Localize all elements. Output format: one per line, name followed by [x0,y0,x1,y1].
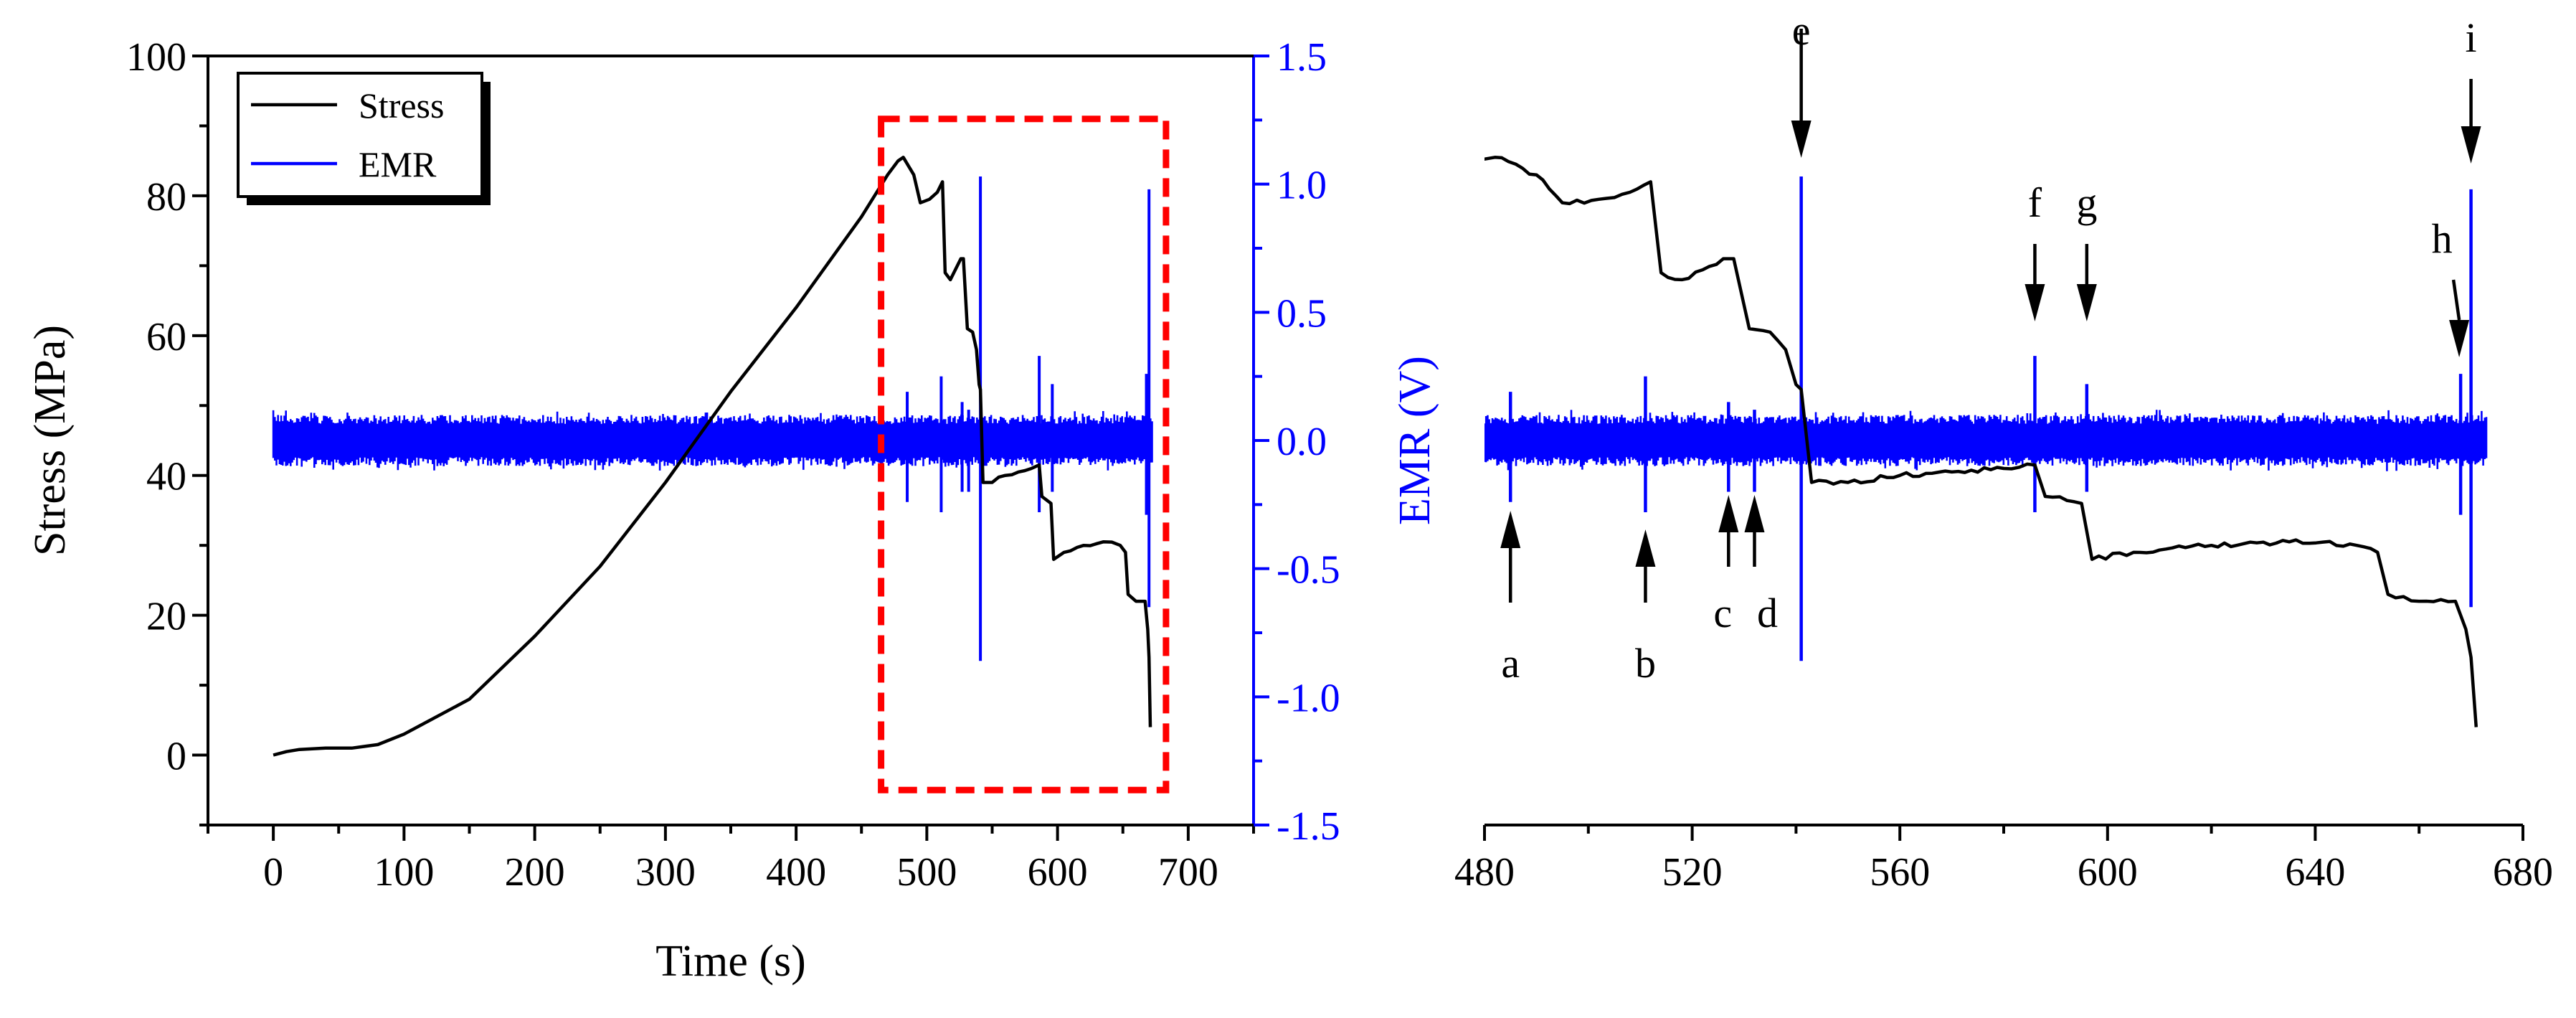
y2-tick-label: -1.0 [1277,676,1340,720]
x-tick-label: 520 [1662,850,1723,895]
event-marker-f: f [2025,179,2045,321]
event-arrow-head [1744,495,1765,532]
legend-box [237,72,483,198]
event-label: h [2432,215,2453,262]
event-arrow-head [1718,495,1739,532]
emr-noise-band [1484,410,2488,471]
x-axis-title: Time (s) [655,937,806,986]
stress-line [273,156,1152,757]
stress-series [273,156,1152,757]
event-marker-e: e [1791,7,1812,158]
y-tick-label: 60 [146,315,186,359]
y2-tick-label: 0.0 [1277,420,1327,464]
event-marker-d: d [1744,495,1778,636]
y-tick-label: 40 [146,455,186,499]
right-panel: 480 520 560 600 640 680 a b c d e f g h i [1454,7,2553,895]
x-tick-label: 560 [1870,850,1930,895]
x-tick-label: 700 [1158,850,1218,895]
event-arrow-head [1500,511,1521,548]
legend-emr-label: EMR [359,144,437,184]
event-label: i [2466,14,2477,61]
x-tick-label: 600 [1028,850,1088,895]
x-tick-label: 500 [896,850,957,895]
y2-tick-label: 0.5 [1277,291,1327,336]
left-panel: 0 100 200 300 400 500 600 700 0 20 40 60 80 100 1.5 1.0… [26,35,1439,986]
event-label: b [1635,640,1656,687]
event-marker-g: g [2076,179,2097,321]
y2-tick-label: -0.5 [1277,548,1340,593]
event-arrow-head [1635,529,1656,567]
event-arrow-head [1791,121,1812,158]
x-tick-label: 400 [766,850,826,895]
y2-axis-title: EMR (V) [1391,356,1439,525]
event-label: a [1501,640,1520,687]
legend: Stress EMR [237,72,491,205]
event-arrow-head [2461,126,2481,164]
event-arrow-shaft [2451,279,2461,321]
event-arrow-head [2449,320,2470,357]
event-arrow-head [2025,284,2045,321]
y-tick-label: 20 [146,595,186,639]
stress-line [1484,156,2478,727]
x-tick-label: 0 [263,850,283,895]
event-marker-h: h [2432,215,2470,357]
emr-noise-band [272,410,1153,471]
emr-series [272,176,1153,661]
y2-tick-label: 1.5 [1277,35,1327,80]
highlight-box [878,116,1170,793]
event-marker-i: i [2461,14,2481,164]
x-tick-label: 600 [2078,850,2138,895]
event-label: g [2076,179,2097,226]
x-tick-label: 300 [635,850,696,895]
y2-tick-label: -1.5 [1277,804,1340,849]
legend-stress-label: Stress [359,85,444,126]
y2-tick-label: 1.0 [1277,164,1327,208]
x-tick-label: 200 [505,850,565,895]
y-tick-label: 100 [126,35,186,80]
event-label: e [1792,7,1811,54]
x-tick-label: 640 [2285,850,2345,895]
y-axis-title: Stress (MPa) [26,325,75,556]
event-label: d [1757,590,1778,636]
y-tick-label: 0 [166,735,186,779]
event-label: f [2028,179,2042,226]
emr-series [1484,176,2488,661]
event-marker-b: b [1635,529,1656,687]
y-tick-label: 80 [146,175,186,220]
stress-series [1484,156,2478,727]
x-tick-label: 100 [374,850,434,895]
event-marker-c: c [1713,495,1739,636]
x-tick-label: 680 [2493,850,2553,895]
event-marker-a: a [1500,511,1521,687]
x-tick-label: 480 [1454,850,1515,895]
event-arrow-head [2076,284,2097,321]
event-label: c [1713,590,1732,636]
